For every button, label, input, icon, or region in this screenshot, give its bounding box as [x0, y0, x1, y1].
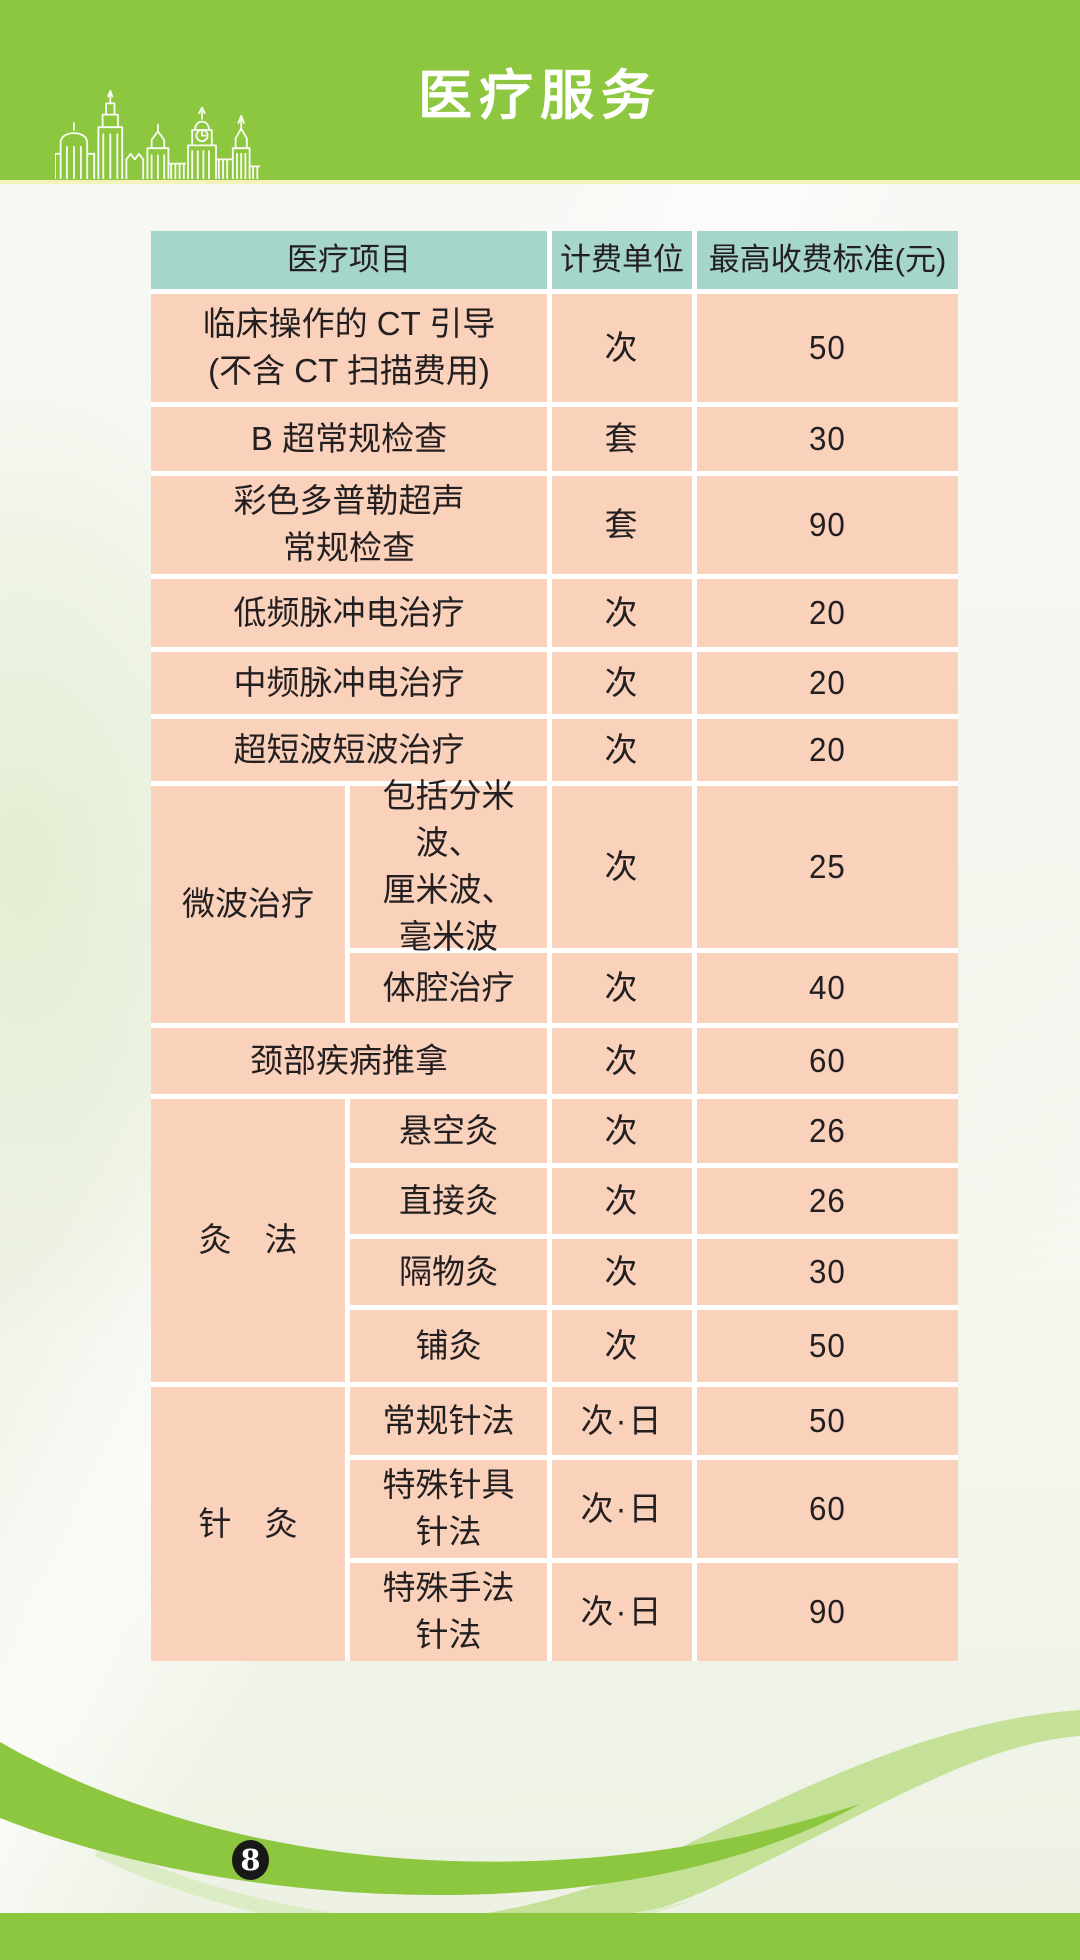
fee-cell: 90: [697, 1563, 958, 1661]
item-cell: 超短波短波治疗: [151, 719, 547, 781]
footer-bar: [0, 1913, 1080, 1960]
page-number: 8: [240, 1843, 261, 1877]
item-cell: B 超常规检查: [151, 407, 547, 471]
header-band: 医疗服务: [0, 0, 1080, 180]
fee-cell: 90: [697, 476, 958, 574]
unit-cell: 次·日: [552, 1563, 692, 1661]
unit-cell: 次: [552, 1168, 692, 1234]
item-cell: 彩色多普勒超声 常规检查: [151, 476, 547, 574]
group-label-moxibustion: 灸 法: [151, 1099, 345, 1382]
item-cell: 铺灸: [350, 1310, 547, 1382]
item-cell: 特殊针具 针法: [350, 1460, 547, 1558]
item-cell: 临床操作的 CT 引导 (不含 CT 扫描费用): [151, 294, 547, 402]
unit-cell: 次: [552, 719, 692, 781]
fee-cell: 20: [697, 652, 958, 714]
item-cell: 颈部疾病推拿: [151, 1028, 547, 1094]
unit-cell: 次: [552, 1239, 692, 1305]
item-cell: 中频脉冲电治疗: [151, 652, 547, 714]
unit-cell: 次: [552, 579, 692, 647]
fee-cell: 40: [697, 953, 958, 1023]
fee-cell: 60: [697, 1028, 958, 1094]
unit-cell: 次: [552, 1310, 692, 1382]
page-number-badge: 8: [232, 1840, 269, 1880]
fee-cell: 30: [697, 407, 958, 471]
column-header-fee: 最高收费标准(元): [697, 231, 958, 289]
fee-cell: 26: [697, 1168, 958, 1234]
fee-cell: 26: [697, 1099, 958, 1163]
unit-cell: 套: [552, 476, 692, 574]
unit-cell: 套: [552, 407, 692, 471]
item-cell: 特殊手法 针法: [350, 1563, 547, 1661]
fee-cell: 50: [697, 1310, 958, 1382]
fee-cell: 20: [697, 579, 958, 647]
unit-cell: 次: [552, 953, 692, 1023]
item-cell: 包括分米波、 厘米波、 毫米波: [350, 777, 547, 955]
page-title: 医疗服务: [418, 65, 662, 126]
item-cell: 常规针法: [350, 1387, 547, 1455]
unit-cell: 次: [552, 294, 692, 402]
group-label-microwave: 微波治疗: [151, 786, 345, 1023]
fee-table: 医疗项目 计费单位 最高收费标准(元) 临床操作的 CT 引导 (不含 CT 扫…: [151, 231, 958, 1661]
column-header-item: 医疗项目: [151, 231, 547, 289]
unit-cell: 次·日: [552, 1387, 692, 1455]
unit-cell: 次: [552, 652, 692, 714]
footer-swoosh-art: [0, 1710, 1080, 1920]
fee-cell: 30: [697, 1239, 958, 1305]
group-label-acupuncture: 针 灸: [151, 1387, 345, 1661]
unit-cell: 次: [552, 1099, 692, 1163]
city-skyline-icon: [55, 89, 261, 179]
item-cell: 体腔治疗: [350, 953, 547, 1023]
item-cell: 隔物灸: [350, 1239, 547, 1305]
fee-cell: 50: [697, 1387, 958, 1455]
item-cell: 悬空灸: [350, 1099, 547, 1163]
fee-cell: 50: [697, 294, 958, 402]
fee-cell: 25: [697, 786, 958, 948]
item-cell: 低频脉冲电治疗: [151, 579, 547, 647]
fee-cell: 20: [697, 719, 958, 781]
unit-cell: 次: [552, 786, 692, 948]
unit-cell: 次·日: [552, 1460, 692, 1558]
unit-cell: 次: [552, 1028, 692, 1094]
item-cell: 直接灸: [350, 1168, 547, 1234]
column-header-unit: 计费单位: [552, 231, 692, 289]
fee-cell: 60: [697, 1460, 958, 1558]
header-accent-line: [0, 180, 1080, 184]
